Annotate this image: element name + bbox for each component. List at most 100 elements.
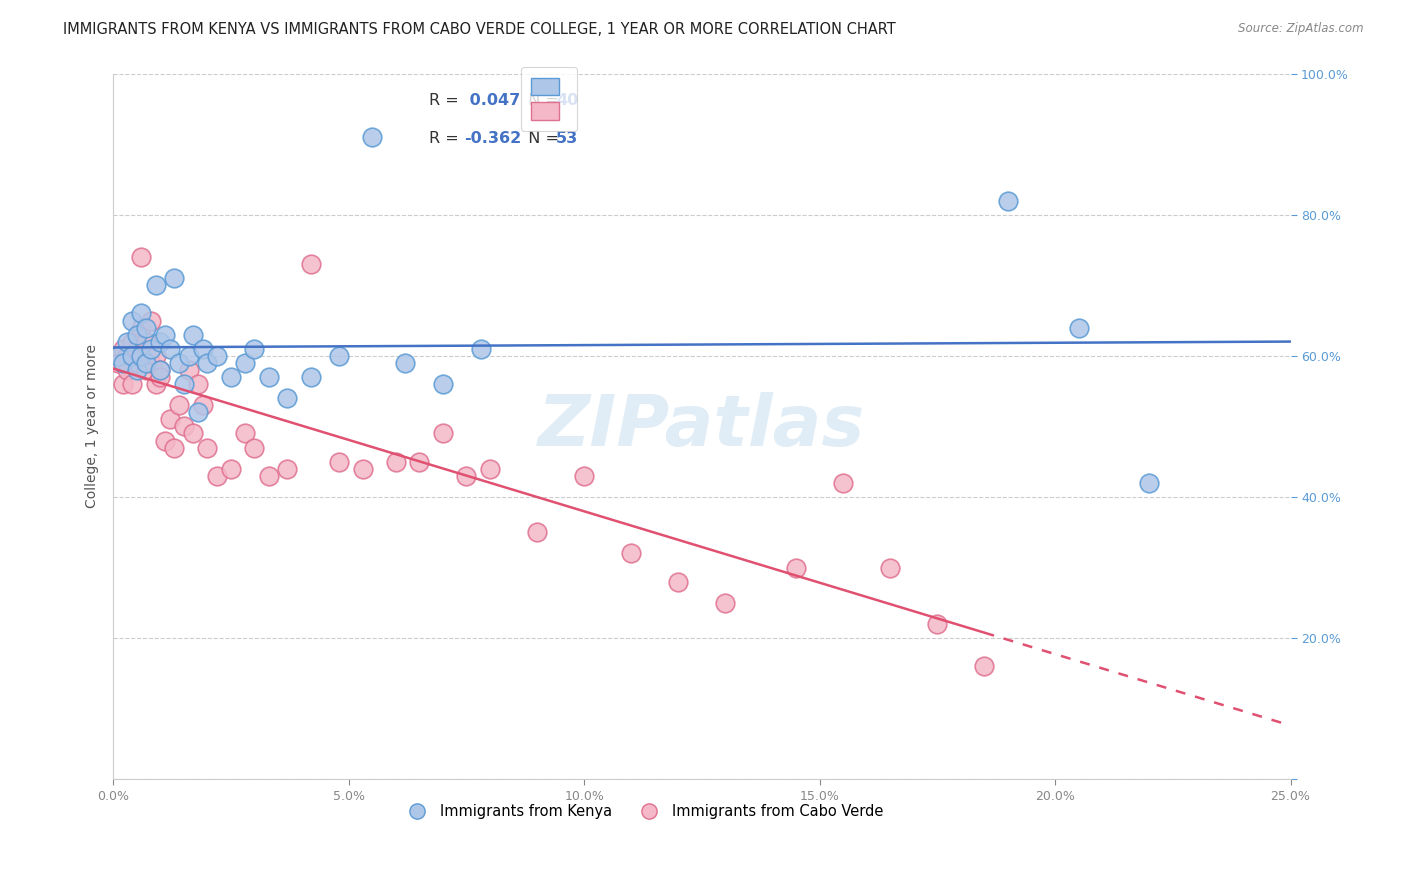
- Point: [163, 441, 186, 455]
- Text: 40: 40: [555, 93, 578, 108]
- Text: R =: R =: [429, 131, 464, 146]
- Point: [785, 560, 807, 574]
- Point: [125, 327, 148, 342]
- Point: [1137, 475, 1160, 490]
- Point: [117, 363, 139, 377]
- Point: [121, 334, 143, 349]
- Point: [219, 461, 242, 475]
- Point: [195, 356, 218, 370]
- Point: [233, 426, 256, 441]
- Point: [121, 313, 143, 327]
- Point: [299, 257, 322, 271]
- Point: [879, 560, 901, 574]
- Point: [107, 356, 129, 370]
- Point: [191, 398, 214, 412]
- Text: R =: R =: [429, 93, 464, 108]
- Point: [149, 363, 172, 377]
- Point: [191, 342, 214, 356]
- Point: [361, 130, 384, 145]
- Point: [384, 455, 406, 469]
- Point: [117, 349, 139, 363]
- Point: [131, 250, 153, 264]
- Point: [139, 342, 162, 356]
- Point: [432, 377, 454, 392]
- Point: [149, 370, 172, 384]
- Point: [163, 271, 186, 285]
- Point: [328, 455, 350, 469]
- Point: [145, 349, 167, 363]
- Point: [620, 546, 643, 560]
- Point: [145, 278, 167, 293]
- Text: Source: ZipAtlas.com: Source: ZipAtlas.com: [1239, 22, 1364, 36]
- Text: -0.362: -0.362: [464, 131, 522, 146]
- Point: [352, 461, 374, 475]
- Text: N =: N =: [519, 93, 564, 108]
- Point: [205, 349, 228, 363]
- Text: 0.047: 0.047: [464, 93, 520, 108]
- Point: [526, 525, 548, 540]
- Point: [181, 327, 204, 342]
- Text: N =: N =: [519, 131, 564, 146]
- Point: [233, 356, 256, 370]
- Point: [1067, 320, 1090, 334]
- Point: [111, 342, 134, 356]
- Point: [153, 327, 176, 342]
- Point: [107, 349, 129, 363]
- Point: [832, 475, 855, 490]
- Point: [257, 370, 280, 384]
- Point: [666, 574, 689, 589]
- Point: [121, 349, 143, 363]
- Point: [572, 468, 595, 483]
- Point: [139, 313, 162, 327]
- Point: [111, 356, 134, 370]
- Point: [167, 398, 190, 412]
- Point: [173, 419, 195, 434]
- Point: [125, 363, 148, 377]
- Point: [145, 377, 167, 392]
- Point: [714, 596, 737, 610]
- Point: [470, 342, 492, 356]
- Point: [111, 377, 134, 392]
- Point: [456, 468, 478, 483]
- Point: [205, 468, 228, 483]
- Point: [131, 320, 153, 334]
- Point: [219, 370, 242, 384]
- Point: [328, 349, 350, 363]
- Point: [121, 377, 143, 392]
- Point: [117, 334, 139, 349]
- Point: [299, 370, 322, 384]
- Text: IMMIGRANTS FROM KENYA VS IMMIGRANTS FROM CABO VERDE COLLEGE, 1 YEAR OR MORE CORR: IMMIGRANTS FROM KENYA VS IMMIGRANTS FROM…: [63, 22, 896, 37]
- Y-axis label: College, 1 year or more: College, 1 year or more: [86, 344, 100, 508]
- Point: [131, 306, 153, 320]
- Point: [149, 363, 172, 377]
- Point: [149, 334, 172, 349]
- Point: [394, 356, 416, 370]
- Point: [187, 405, 209, 419]
- Point: [167, 356, 190, 370]
- Point: [159, 342, 181, 356]
- Point: [159, 412, 181, 426]
- Point: [973, 659, 995, 673]
- Point: [997, 194, 1019, 208]
- Point: [135, 356, 157, 370]
- Point: [408, 455, 430, 469]
- Point: [181, 426, 204, 441]
- Point: [243, 441, 266, 455]
- Point: [153, 434, 176, 448]
- Point: [173, 377, 195, 392]
- Point: [478, 461, 501, 475]
- Point: [927, 617, 949, 632]
- Point: [187, 377, 209, 392]
- Point: [135, 334, 157, 349]
- Point: [139, 356, 162, 370]
- Text: 53: 53: [555, 131, 578, 146]
- Point: [135, 363, 157, 377]
- Point: [257, 468, 280, 483]
- Legend: Immigrants from Kenya, Immigrants from Cabo Verde: Immigrants from Kenya, Immigrants from C…: [396, 798, 890, 825]
- Point: [125, 356, 148, 370]
- Point: [276, 461, 298, 475]
- Point: [131, 349, 153, 363]
- Point: [243, 342, 266, 356]
- Point: [195, 441, 218, 455]
- Point: [125, 342, 148, 356]
